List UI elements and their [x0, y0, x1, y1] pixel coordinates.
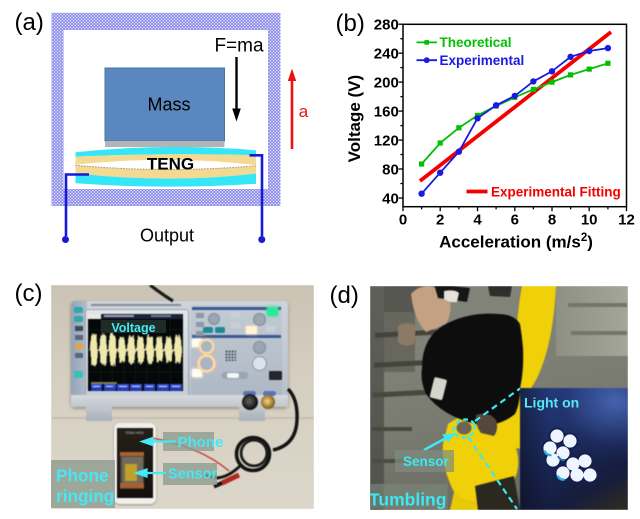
svg-text:10: 10 [581, 211, 598, 228]
svg-text:280: 280 [374, 17, 399, 34]
svg-text:ringing: ringing [56, 486, 114, 506]
svg-text:TENG: TENG [147, 155, 194, 174]
svg-text:Tumbling: Tumbling [370, 490, 446, 510]
svg-text:a: a [299, 102, 309, 121]
svg-text:8: 8 [548, 211, 556, 228]
svg-text:Experimental: Experimental [440, 53, 525, 68]
svg-text:Mass: Mass [147, 95, 190, 115]
svg-text:Output: Output [140, 226, 194, 246]
svg-text:120: 120 [374, 132, 399, 149]
svg-text:Light on: Light on [524, 395, 579, 411]
svg-text:2: 2 [436, 211, 444, 228]
svg-text:Sensor: Sensor [403, 454, 450, 469]
svg-text:Phone: Phone [56, 465, 109, 485]
svg-text:12: 12 [618, 211, 635, 228]
svg-text:Acceleration (m/s2): Acceleration (m/s2) [439, 232, 593, 252]
svg-text:80: 80 [382, 161, 399, 178]
svg-text:240: 240 [374, 46, 399, 63]
svg-text:Phone: Phone [178, 434, 224, 451]
svg-text:Sensor: Sensor [168, 466, 218, 482]
svg-text:0: 0 [399, 211, 407, 228]
svg-text:Experimental Fitting: Experimental Fitting [491, 184, 621, 199]
svg-text:F=ma: F=ma [214, 36, 264, 57]
svg-text:Voltage (V): Voltage (V) [345, 75, 364, 163]
svg-text:160: 160 [374, 103, 399, 120]
svg-text:4: 4 [473, 211, 482, 228]
svg-text:40: 40 [382, 190, 399, 207]
svg-text:6: 6 [511, 211, 519, 228]
svg-text:Theoretical: Theoretical [440, 35, 512, 50]
svg-text:200: 200 [374, 74, 399, 91]
